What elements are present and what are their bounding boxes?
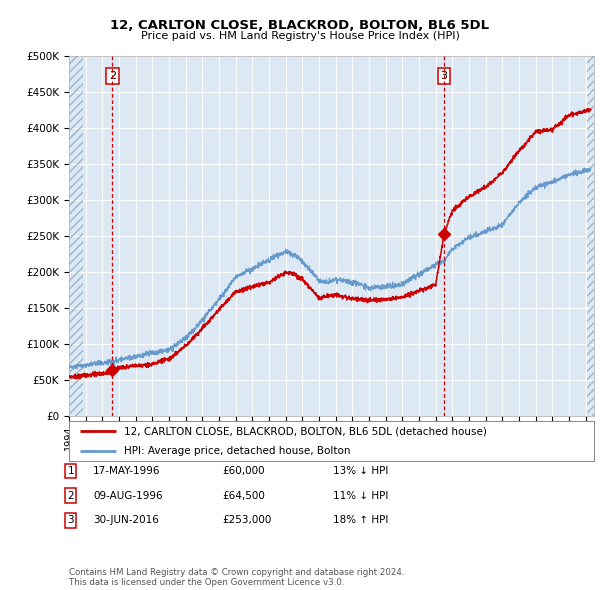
Text: £60,000: £60,000	[222, 466, 265, 476]
Text: 17-MAY-1996: 17-MAY-1996	[93, 466, 161, 476]
Text: 1: 1	[67, 466, 74, 476]
Text: Price paid vs. HM Land Registry's House Price Index (HPI): Price paid vs. HM Land Registry's House …	[140, 31, 460, 41]
Text: 11% ↓ HPI: 11% ↓ HPI	[333, 491, 388, 500]
Text: £253,000: £253,000	[222, 516, 271, 525]
Text: 3: 3	[440, 71, 448, 81]
Text: 13% ↓ HPI: 13% ↓ HPI	[333, 466, 388, 476]
Text: 30-JUN-2016: 30-JUN-2016	[93, 516, 159, 525]
Text: 2: 2	[109, 71, 116, 81]
Text: 12, CARLTON CLOSE, BLACKROD, BOLTON, BL6 5DL (detached house): 12, CARLTON CLOSE, BLACKROD, BOLTON, BL6…	[124, 427, 487, 436]
Text: 18% ↑ HPI: 18% ↑ HPI	[333, 516, 388, 525]
Text: 12, CARLTON CLOSE, BLACKROD, BOLTON, BL6 5DL: 12, CARLTON CLOSE, BLACKROD, BOLTON, BL6…	[110, 19, 490, 32]
Text: HPI: Average price, detached house, Bolton: HPI: Average price, detached house, Bolt…	[124, 447, 350, 456]
Text: 09-AUG-1996: 09-AUG-1996	[93, 491, 163, 500]
Text: £64,500: £64,500	[222, 491, 265, 500]
Text: 3: 3	[67, 516, 74, 525]
Text: 2: 2	[67, 491, 74, 500]
Text: Contains HM Land Registry data © Crown copyright and database right 2024.
This d: Contains HM Land Registry data © Crown c…	[69, 568, 404, 587]
